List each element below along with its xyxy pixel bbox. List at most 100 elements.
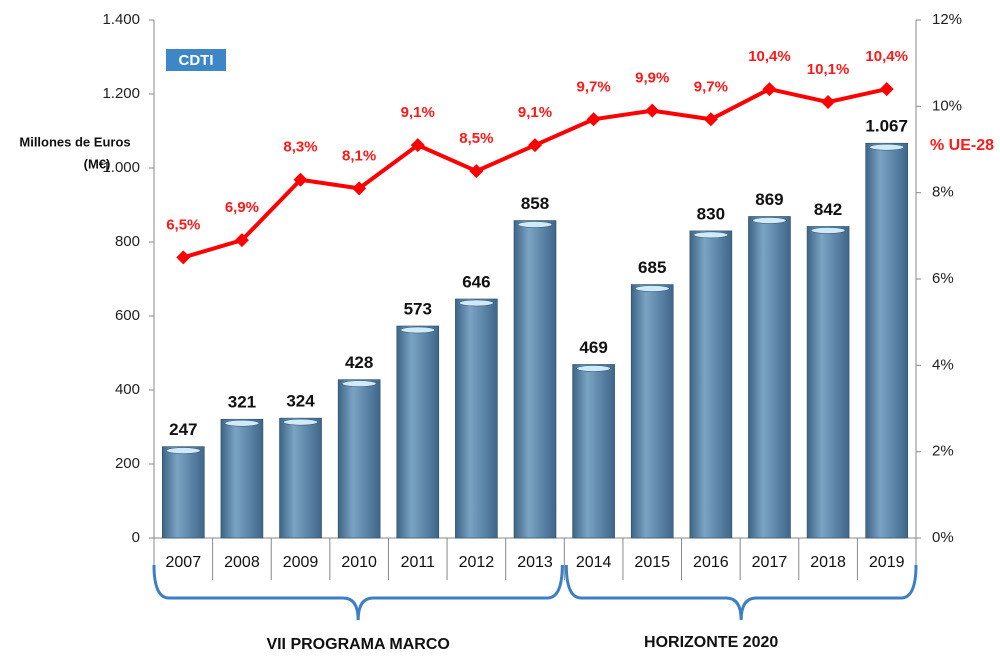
bar-value-label: 646 [462,272,490,291]
bar [748,216,791,539]
y-tick-label: 200 [115,455,140,472]
y-tick-label: 0 [132,529,140,546]
line-marker [176,250,191,265]
bar-cap [576,365,611,372]
y-axis-label: (M€) [84,156,111,171]
line-value-label: 9,7% [694,78,728,95]
bar-value-label: 469 [579,338,607,357]
x-tick-label: 2014 [576,554,612,571]
line-marker [879,82,894,97]
line-value-label: 8,1% [342,147,376,164]
line-marker [586,112,601,127]
bar-cap [459,299,494,307]
x-tick-label: 2012 [459,554,495,571]
line-value-label: 6,5% [166,216,200,233]
line-marker [293,172,308,187]
bracket [152,564,564,621]
line-marker [352,181,367,196]
line-value-label: 10,1% [807,61,850,78]
bar [279,417,322,539]
line-value-label: 10,4% [748,48,791,65]
line-value-label: 9,1% [518,104,552,121]
line-marker [469,164,484,179]
bracket [564,564,918,621]
bar-value-label: 869 [755,190,783,209]
bar-value-label: 321 [228,393,256,412]
bar [572,364,615,539]
bar-cap [400,326,436,334]
x-tick-label: 2008 [224,554,260,571]
line-value-label: 6,9% [225,199,259,216]
line-value-label: 9,9% [635,70,669,87]
line-marker [234,233,249,248]
y-tick-label: 1.200 [102,85,140,102]
bar-value-label: 858 [521,194,549,213]
bar-cap [341,380,377,387]
line-marker [762,82,777,97]
annotation: VII PROGRAMA MARCO [266,636,449,653]
bar [513,220,557,539]
bar-cap [283,418,318,426]
y2-tick-label: 4% [932,356,954,373]
bar [806,226,850,539]
y2-tick-label: 10% [932,97,962,114]
annotation: HORIZONTE 2020 [644,634,778,651]
y-tick-label: 1.000 [102,159,140,176]
x-tick-label: 2010 [341,554,377,571]
line-value-label: 9,1% [401,104,435,121]
bar-cap [810,227,846,234]
x-tick-label: 2015 [634,554,670,571]
series-label: % UE-28 [930,137,994,154]
y2-tick-label: 0% [932,529,954,546]
logo-box [166,49,226,71]
logo: CDTI [166,49,226,71]
y2-tick-label: 2% [932,443,954,460]
line-value-label: 8,3% [283,139,317,156]
y2-tick-label: 6% [932,270,954,287]
x-tick-label: 2016 [693,554,729,571]
bar [689,230,733,539]
bar-cap [517,221,553,228]
bar-cap [693,231,729,239]
bar-value-label: 1.067 [865,117,908,136]
bar-value-label: 428 [345,353,373,372]
bar [455,298,498,539]
bar-value-label: 830 [697,204,725,223]
line-value-label: 9,7% [577,78,611,95]
x-tick-label: 2013 [517,554,553,571]
bar-value-label: 247 [169,420,197,439]
line-marker [410,138,425,153]
y-tick-label: 400 [115,381,140,398]
x-tick-label: 2018 [810,554,846,571]
line-value-label: 8,5% [459,130,493,147]
x-tick-label: 2009 [283,554,319,571]
line-marker [645,103,660,118]
bar [162,446,205,539]
y-tick-label: 1.400 [102,11,140,28]
bar-value-label: 685 [638,258,666,277]
bar-value-label: 324 [286,392,315,411]
line-value-label: 10,4% [865,48,908,65]
x-tick-label: 2011 [401,554,436,571]
y2-tick-label: 12% [932,11,962,28]
line-marker [821,95,836,110]
bar [396,325,440,539]
y-tick-label: 600 [115,307,140,324]
bar-cap [752,217,787,224]
x-tick-label: 2019 [869,554,905,571]
y-axis-label: Millones de Euros [19,134,130,149]
bar [337,379,381,539]
y2-tick-label: 8% [932,184,954,201]
bar-cap [869,143,904,151]
x-tick-label: 2017 [752,554,788,571]
bar-cap [166,447,201,454]
y-tick-label: 800 [115,233,140,250]
bar-cap [634,285,670,292]
bar-value-label: 573 [404,299,432,318]
line-marker [528,138,542,153]
x-tick-label: 2007 [166,554,202,571]
bar-value-label: 842 [814,200,842,219]
bar [630,284,674,539]
bar-cap [224,419,260,427]
